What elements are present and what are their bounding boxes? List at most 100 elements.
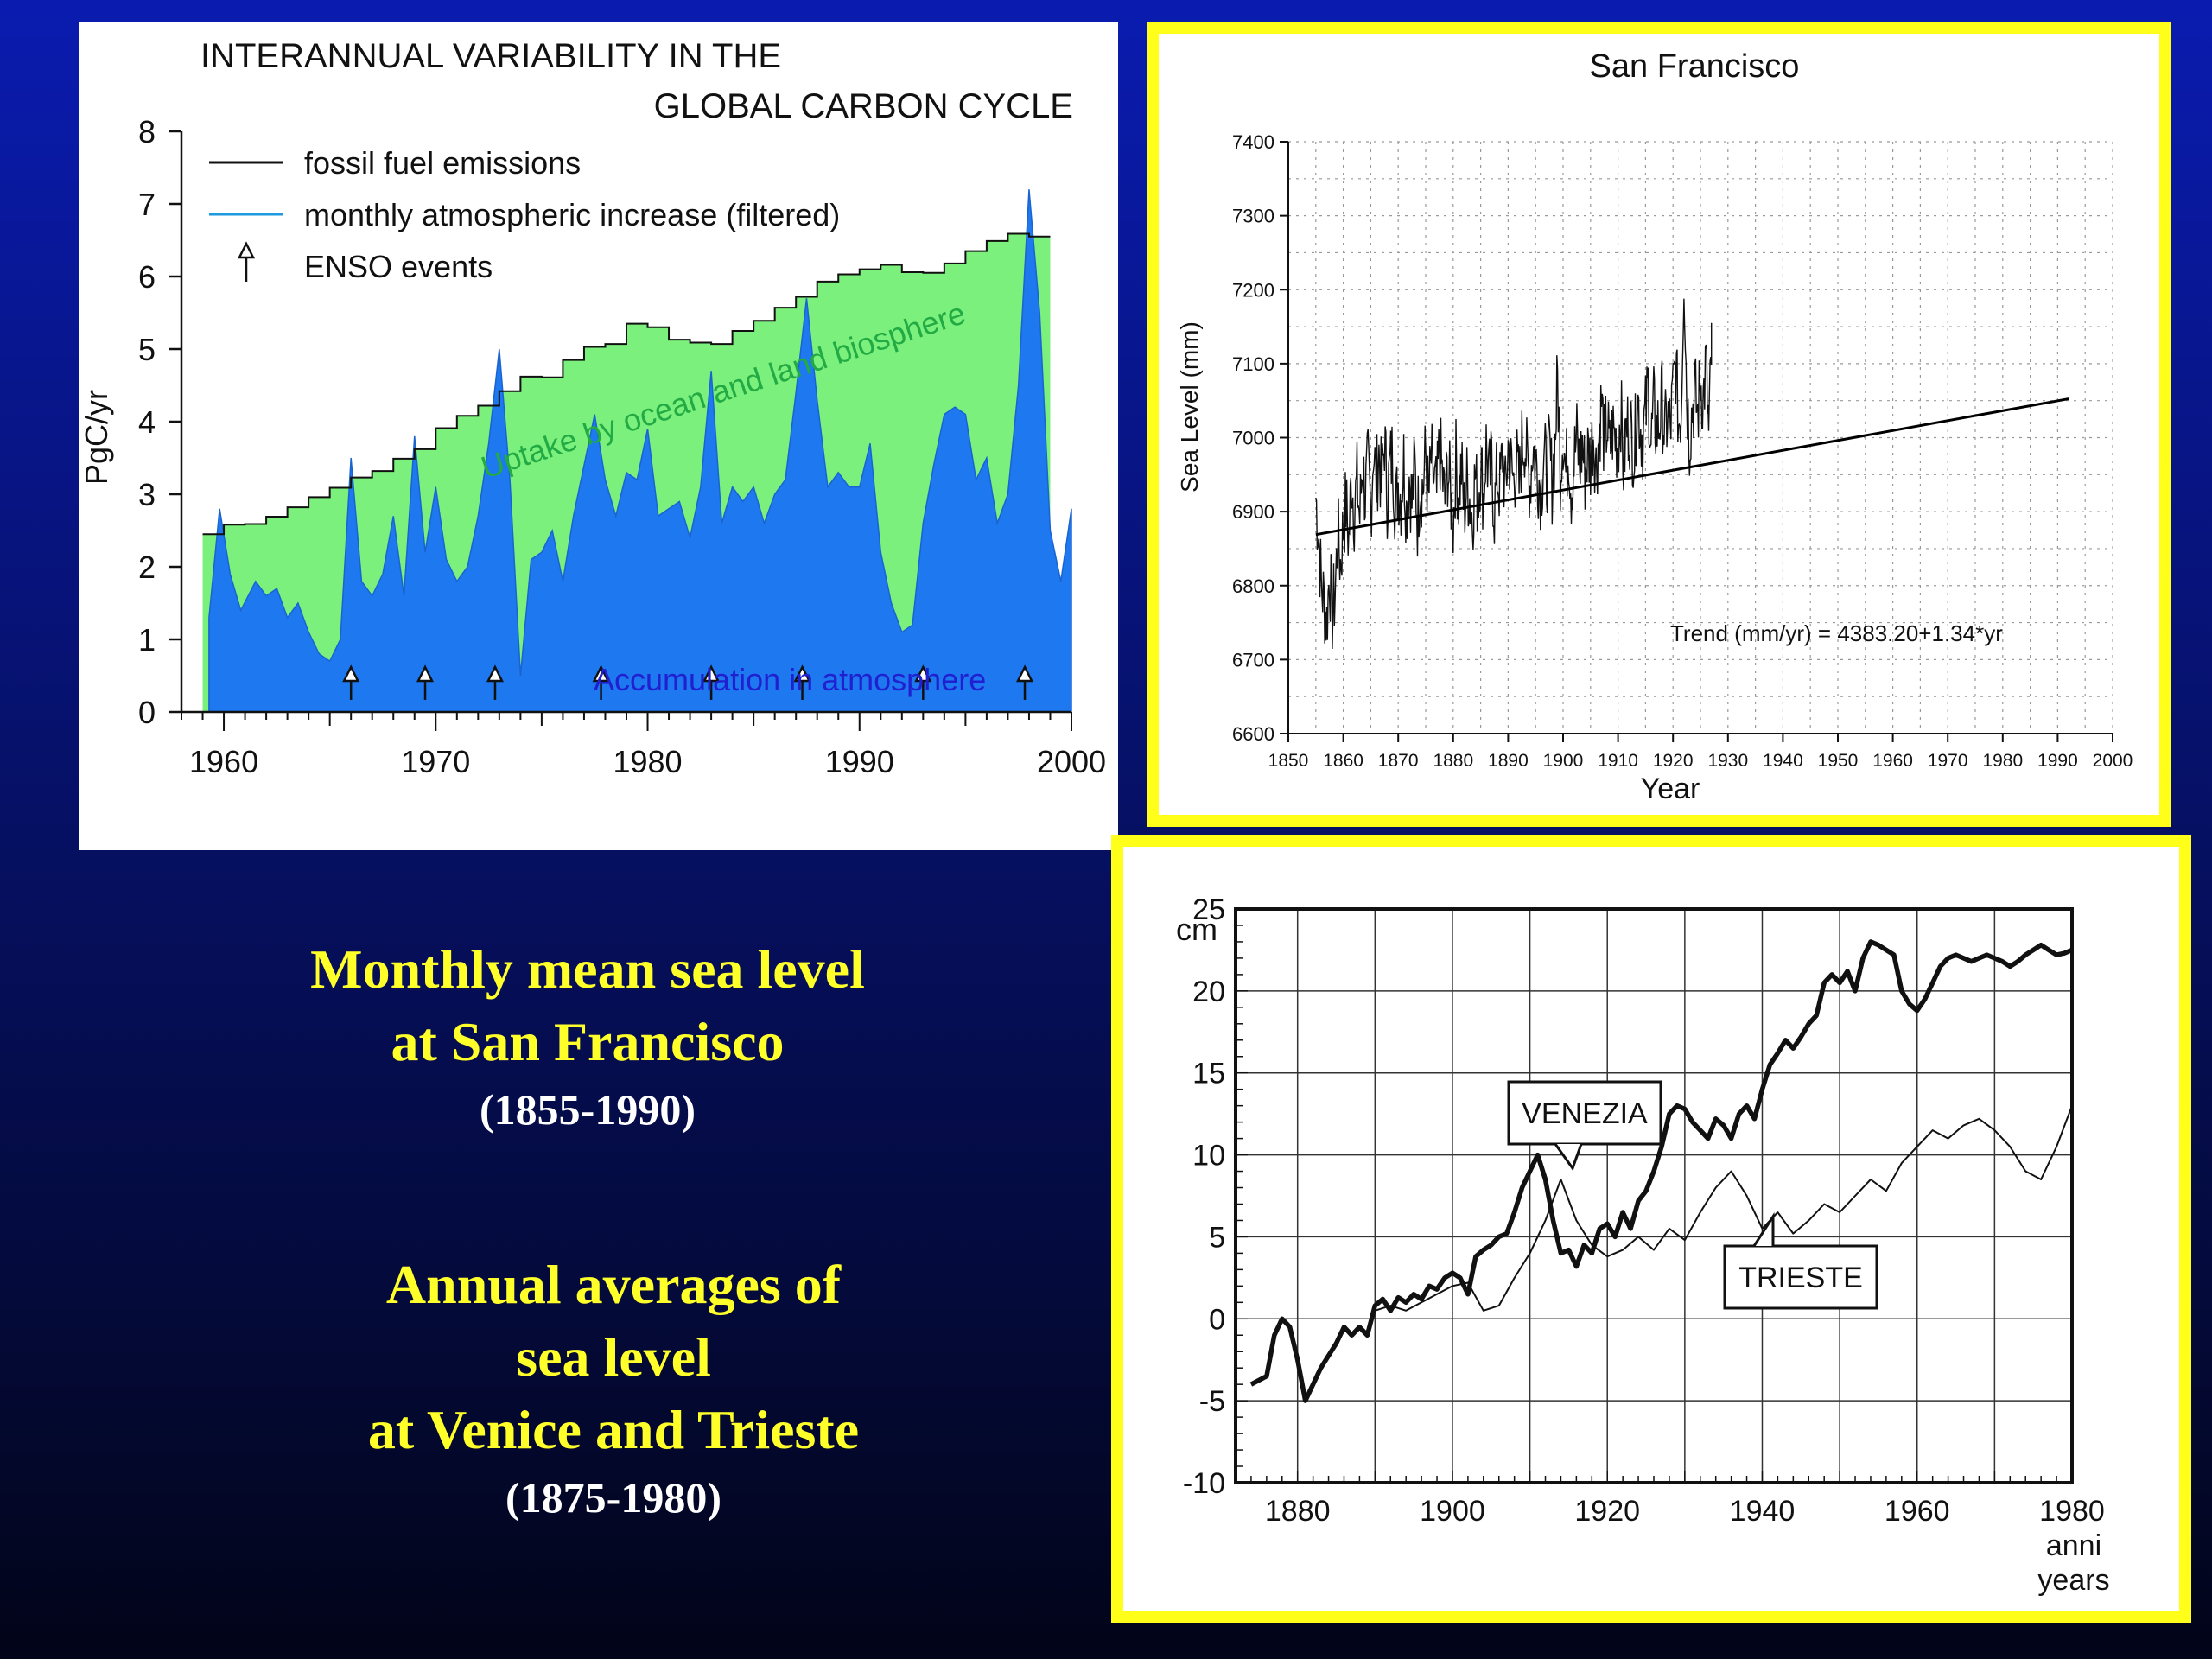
venezia-label: VENEZIA — [1522, 1097, 1648, 1130]
vt-y-tick-label: 5 — [1209, 1221, 1225, 1254]
vt-x-tick-label: 1880 — [1265, 1495, 1331, 1528]
sf-x-tick-label: 1990 — [2037, 751, 2078, 771]
sf-x-tick-label: 1960 — [1872, 751, 1913, 771]
carbon-y-tick-label: 5 — [138, 332, 156, 367]
sf-y-tick-label: 7300 — [1232, 206, 1274, 227]
carbon-x-tick-label: 1970 — [401, 744, 470, 779]
vt-ylabel: cm — [1176, 912, 1217, 947]
sf-y-tick-label: 6600 — [1232, 723, 1274, 745]
carbon-cycle-chart-panel: INTERANNUAL VARIABILITY IN THE GLOBAL CA… — [79, 22, 1118, 850]
sf-ylabel: Sea Level (mm) — [1176, 321, 1203, 493]
sf-y-tick-label: 7100 — [1232, 353, 1274, 375]
vt-y-tick-label: -5 — [1199, 1385, 1225, 1418]
sf-x-tick-label: 1870 — [1378, 751, 1419, 771]
fossil-fuel-line — [202, 232, 1051, 536]
sf-caption-line1: Monthly mean sea level — [310, 938, 865, 1000]
sf-x-tick-label: 1860 — [1323, 751, 1363, 771]
venezia-line — [1249, 939, 2074, 1403]
vt-y-tick-label: -10 — [1183, 1467, 1225, 1500]
sf-x-tick-label: 1970 — [1928, 751, 1968, 771]
sf-y-tick-label: 7000 — [1232, 428, 1274, 449]
enso-arrow-icon — [793, 664, 811, 700]
sf-x-tick-label: 1980 — [1982, 751, 2023, 771]
vt-y-tick-label: 0 — [1209, 1303, 1225, 1336]
carbon-cycle-chart: INTERANNUAL VARIABILITY IN THE GLOBAL CA… — [79, 37, 1106, 779]
sf-x-tick-label: 1890 — [1488, 751, 1529, 771]
carbon-x-tick-label: 2000 — [1037, 744, 1106, 779]
legend-enso-label: ENSO events — [304, 249, 493, 284]
sf-x-tick-label: 1910 — [1598, 751, 1638, 771]
carbon-ylabel: PgC/yr — [79, 390, 114, 485]
enso-arrow-icon — [702, 664, 721, 700]
sf-y-tick-label: 6800 — [1232, 575, 1274, 597]
vt-x-tick-label: 1920 — [1574, 1495, 1640, 1528]
sf-x-tick-label: 1850 — [1268, 751, 1309, 771]
sf-caption: Monthly mean sea level at San Francisco … — [199, 933, 976, 1141]
carbon-y-tick-label: 2 — [138, 550, 156, 585]
vt-y-tick-label: 20 — [1192, 976, 1225, 1008]
carbon-y-tick-label: 4 — [138, 404, 156, 440]
vt-x-tick-label: 1980 — [2039, 1495, 2105, 1528]
carbon-title-line1: INTERANNUAL VARIABILITY IN THE — [200, 37, 781, 75]
sf-y-tick-label: 6700 — [1232, 649, 1274, 671]
vt-x-tick-label: 1940 — [1730, 1495, 1796, 1528]
vt-x-tick-label: 1960 — [1885, 1495, 1950, 1528]
sf-y-tick-label: 7200 — [1232, 279, 1274, 301]
enso-arrow-icon — [592, 664, 610, 700]
atmospheric-increase-area — [208, 189, 1072, 713]
sf-caption-line2: at San Francisco — [391, 1011, 785, 1072]
trieste-line — [1374, 1105, 2073, 1312]
sf-y-tick-label: 6900 — [1232, 501, 1274, 523]
venezia-callout: VENEZIA — [1507, 1080, 1662, 1172]
trieste-callout: TRIESTE — [1723, 1211, 1878, 1310]
sf-y-tick-label: 7400 — [1232, 131, 1274, 153]
vt-y-tick-label: 15 — [1192, 1058, 1225, 1090]
vt-xlabel-line2: years — [2037, 1564, 2109, 1597]
enso-arrow-icon — [1016, 664, 1034, 700]
sf-sea-level-chart: San Francisco 6600 6700 6800 6900 7000 7100 72… — [1176, 48, 2133, 805]
atmosphere-annotation: Accumulation in atmosphere — [594, 662, 986, 697]
carbon-y-tick-label: 8 — [138, 114, 156, 149]
sf-chart-panel: San Francisco 6600 6700 6800 6900 7000 7100 72… — [1159, 34, 2159, 815]
sf-caption-years: (1855-1990) — [480, 1085, 696, 1134]
carbon-title-line2: GLOBAL CARBON CYCLE — [654, 87, 1073, 125]
sf-x-tick-label: 1930 — [1707, 751, 1748, 771]
venice-caption-line3: at Venice and Trieste — [367, 1399, 860, 1460]
sf-x-tick-label: 1940 — [1763, 751, 1803, 771]
vt-plot-frame — [1234, 907, 2074, 1484]
carbon-y-tick-label: 7 — [138, 187, 156, 222]
sf-xlabel: Year — [1641, 772, 1700, 805]
venice-caption-years: (1875-1980) — [505, 1473, 721, 1522]
enso-arrow-icon — [486, 664, 504, 700]
sf-trend-label: Trend (mm/yr) = 4383.20+1.34*yr — [1670, 620, 2003, 646]
legend-atmospheric-label: monthly atmospheric increase (filtered) — [304, 197, 840, 232]
sf-sea-level-line — [1315, 298, 1713, 650]
sf-x-tick-label: 2000 — [2093, 751, 2133, 771]
sf-title: San Francisco — [1590, 48, 1800, 85]
carbon-x-tick-label: 1980 — [613, 744, 682, 779]
sf-trend-line — [1315, 397, 2069, 537]
sf-x-tick-label: 1900 — [1543, 751, 1584, 771]
sf-x-tick-label: 1950 — [1818, 751, 1859, 771]
carbon-y-tick-label: 1 — [138, 622, 156, 658]
vt-y-tick-label: 10 — [1192, 1140, 1225, 1173]
legend-enso-arrow-icon — [237, 241, 256, 282]
venice-trieste-chart-panel: -10 -5 0 5 10 15 20 25 1880 1900 1920 1940 1960 1980 … — [1123, 847, 2179, 1611]
carbon-y-tick-label: 6 — [138, 259, 156, 295]
venice-caption-line2: sea level — [516, 1326, 711, 1388]
venice-caption: Annual averages of sea level at Venice a… — [225, 1249, 1002, 1529]
carbon-x-tick-label: 1990 — [825, 744, 894, 779]
venice-caption-line1: Annual averages of — [385, 1254, 842, 1315]
carbon-y-tick-label: 0 — [138, 695, 156, 730]
carbon-x-tick-label: 1960 — [189, 744, 258, 779]
vt-xlabel-line1: anni — [2046, 1529, 2101, 1562]
vt-y-tick-label: 25 — [1192, 893, 1225, 926]
legend-fossil-label: fossil fuel emissions — [304, 145, 581, 181]
sf-x-tick-label: 1920 — [1653, 751, 1694, 771]
trieste-label: TRIESTE — [1738, 1262, 1863, 1294]
sf-x-tick-label: 1880 — [1433, 751, 1473, 771]
enso-arrow-icon — [914, 664, 932, 700]
enso-arrow-icon — [342, 664, 360, 700]
vt-x-tick-label: 1900 — [1420, 1495, 1485, 1528]
